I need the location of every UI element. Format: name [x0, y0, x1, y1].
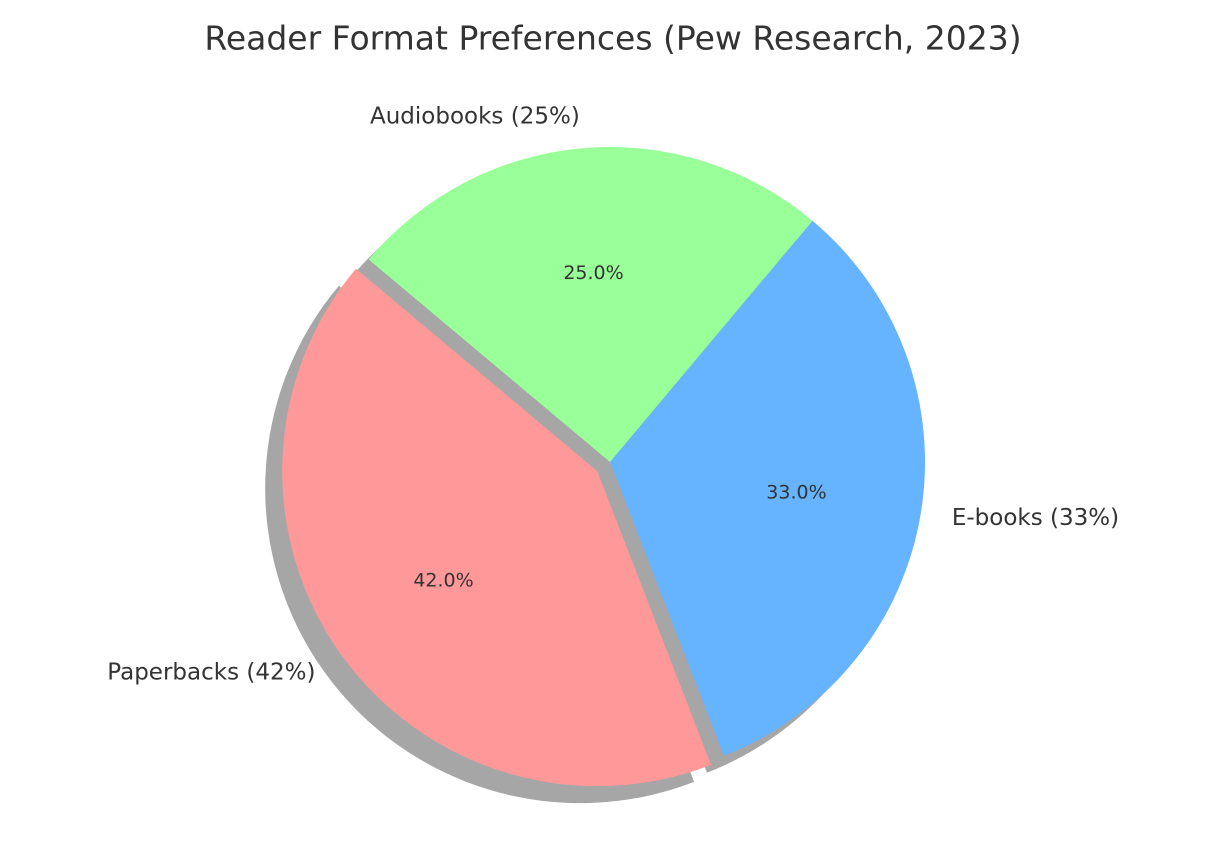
- wedge: [610, 220, 925, 756]
- wedge: [282, 268, 712, 787]
- chart-title: Reader Format Preferences (Pew Research,…: [204, 19, 1021, 58]
- wedges: [282, 147, 925, 787]
- wedge: [368, 147, 813, 462]
- value-label: 33.0%: [766, 481, 826, 503]
- category-label: Audiobooks (25%): [370, 103, 580, 129]
- value-label: 25.0%: [563, 262, 623, 284]
- category-label: E-books (33%): [952, 505, 1119, 531]
- category-label: Paperbacks (42%): [107, 659, 315, 685]
- labels: Paperbacks (42%) 42.0% E-books (33%) 33.0% A…: [107, 103, 1119, 685]
- value-label: 42.0%: [413, 570, 473, 592]
